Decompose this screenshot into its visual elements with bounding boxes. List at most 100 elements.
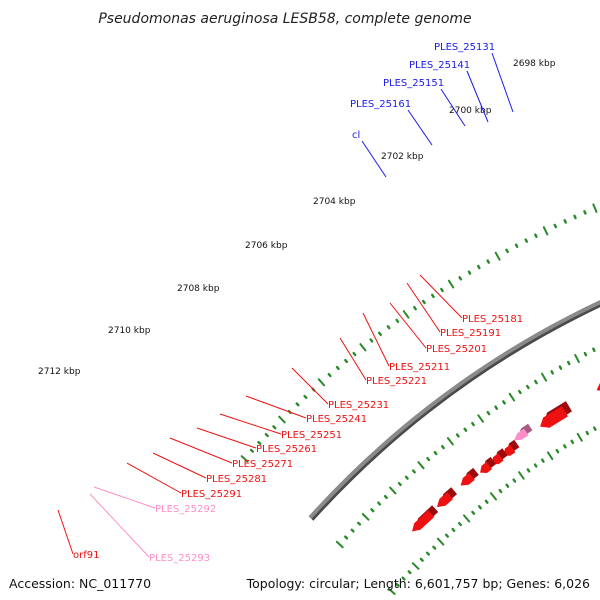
gene-feature-body xyxy=(491,453,504,465)
gene-feature xyxy=(480,456,496,473)
genome-backbone-shadow xyxy=(311,304,600,521)
outer-ring-tick xyxy=(563,219,567,224)
inner-ring-tick xyxy=(433,451,438,456)
reverse-gene-label: PLES_25241 xyxy=(306,414,367,425)
innermost-ring-tick xyxy=(576,432,583,442)
pseudo-gene-label: PLES_25293 xyxy=(149,553,210,564)
gene-feature-body xyxy=(436,492,453,508)
reverse-label-line xyxy=(152,452,207,479)
inner-ring-tick xyxy=(574,354,580,364)
inner-ring-tick xyxy=(377,501,382,506)
innermost-ring-tick xyxy=(471,510,476,515)
innermost-ring-tick xyxy=(478,505,482,510)
label-lines-layer xyxy=(57,52,514,558)
gene-feature xyxy=(514,423,533,441)
innermost-ring-tick xyxy=(490,492,497,501)
inner-ring-tick xyxy=(583,351,588,357)
reverse-label-line xyxy=(389,302,427,349)
inner-ring-tick xyxy=(477,414,484,423)
innermost-ring-tick xyxy=(518,471,525,480)
outer-ring-tick xyxy=(344,358,349,364)
map-title: Pseudomonas aeruginosa LESB58, complete … xyxy=(98,11,471,27)
innermost-ring-tick xyxy=(555,448,560,454)
outer-ring-tick xyxy=(477,264,481,270)
outer-ring-tick xyxy=(514,243,519,249)
outer-ring-tick xyxy=(317,378,326,387)
outer-ring-tick xyxy=(303,394,308,399)
reverse-gene-label: PLES_25231 xyxy=(328,400,389,411)
accession-text: Accession: NC_011770 xyxy=(9,576,152,591)
forward-label-line xyxy=(407,109,433,146)
forward-gene-label: cl xyxy=(352,130,360,141)
gene-feature xyxy=(412,505,439,532)
labels-layer: PLES_25131 PLES_25141 PLES_25151 PLES_25161… xyxy=(73,42,523,564)
forward-gene-label: PLES_25151 xyxy=(383,78,444,89)
outer-ring-tick xyxy=(295,402,300,407)
features-layer xyxy=(412,382,600,532)
inner-ring-tick xyxy=(350,528,355,533)
forward-gene-label: PLES_25161 xyxy=(350,99,411,110)
gene-feature xyxy=(436,487,457,508)
outer-ring-tick xyxy=(264,433,269,438)
kbp-label: 2712 kbp xyxy=(38,367,81,377)
inner-ring-tick xyxy=(494,405,498,410)
outer-ring-tick xyxy=(422,299,426,305)
forward-label-line xyxy=(466,70,489,123)
kbp-label: 2710 kbp xyxy=(108,326,151,336)
innermost-ring-tick xyxy=(547,451,554,461)
inner-ring-tick xyxy=(411,469,416,474)
outer-ring-tick xyxy=(335,365,340,371)
outer-ring-tick xyxy=(369,338,374,343)
reverse-label-line xyxy=(245,395,307,419)
innermost-ring-tick xyxy=(401,576,406,581)
outer-ring-tick xyxy=(249,448,255,453)
innermost-ring-tick xyxy=(436,537,445,546)
outer-ring-tick xyxy=(447,279,455,289)
inner-ring-tick xyxy=(526,384,530,390)
reverse-label-line xyxy=(126,462,182,494)
gene-feature xyxy=(596,382,600,391)
reverse-label-line xyxy=(362,312,390,367)
inner-ring-tick xyxy=(417,461,425,470)
outer-ring-tick xyxy=(386,325,391,330)
inner-ring-tick xyxy=(592,347,596,353)
outer-ring-tick xyxy=(458,276,463,281)
outer-ring-tick xyxy=(278,415,286,424)
gene-feature-body xyxy=(480,461,492,473)
reverse-gene-label: orf91 xyxy=(73,550,99,561)
pseudo-label-line xyxy=(93,486,156,509)
inner-ring-tick xyxy=(397,482,402,487)
outer-ring-tick xyxy=(573,214,577,220)
kbp-label: 2702 kbp xyxy=(381,152,424,162)
gene-feature-body xyxy=(460,472,475,486)
forward-label-line xyxy=(491,52,514,113)
reverse-label-line xyxy=(219,413,282,435)
forward-gene-label: PLES_25141 xyxy=(409,60,470,71)
reverse-gene-label: PLES_25271 xyxy=(232,459,293,470)
gene-feature xyxy=(491,448,508,465)
outer-ring-tick xyxy=(494,251,501,261)
innermost-ring-tick xyxy=(484,499,489,504)
gene-feature xyxy=(503,439,520,456)
reverse-label-line xyxy=(169,437,233,464)
outer-ring-tick xyxy=(524,238,528,243)
inner-ring-tick xyxy=(534,379,538,385)
innermost-ring-tick xyxy=(425,551,430,556)
inner-ring-tick xyxy=(558,365,563,370)
reverse-label-line xyxy=(339,337,367,381)
inner-ring-tick xyxy=(550,370,554,375)
inner-ring-tick xyxy=(567,360,571,366)
outer-ring-tick xyxy=(542,226,549,236)
outer-ring-tick xyxy=(402,310,410,319)
outer-ring-tick xyxy=(240,455,249,463)
outer-ring-tick xyxy=(583,210,587,215)
innermost-ring-tick xyxy=(387,587,396,595)
outer-ring-tick xyxy=(359,343,367,352)
outer-ring-tick xyxy=(378,331,382,336)
inner-ring-tick xyxy=(502,400,506,405)
inner-ring-tick xyxy=(357,521,362,526)
forward-label-line xyxy=(361,140,387,178)
reverse-gene-label: PLES_25191 xyxy=(440,328,501,339)
innermost-ring-tick xyxy=(563,444,567,449)
reverse-gene-label: PLES_25211 xyxy=(389,362,450,373)
